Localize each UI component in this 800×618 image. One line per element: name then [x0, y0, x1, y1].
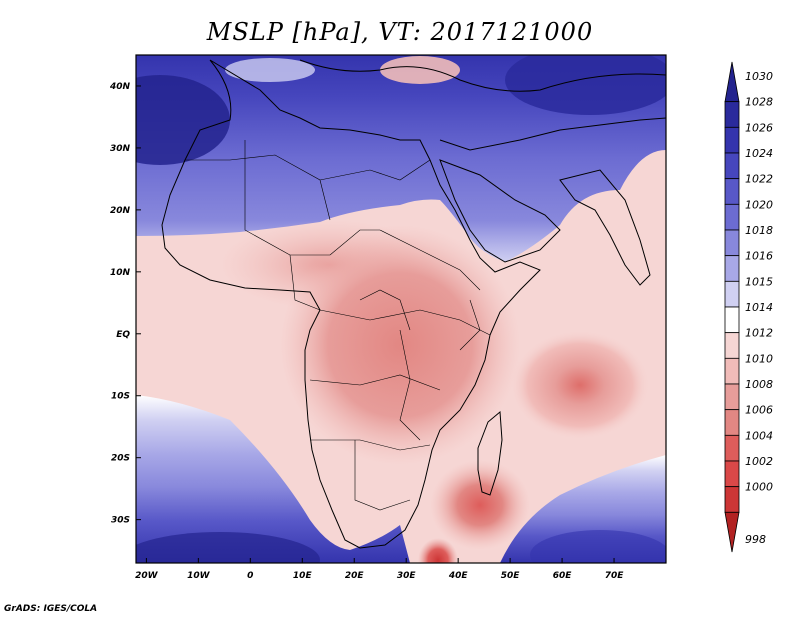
lat-tick-label: 10N: [110, 268, 131, 278]
colorbar-label: 1002: [745, 455, 773, 468]
colorbar-swatch: [724, 357, 740, 385]
colorbar-swatch: [724, 280, 740, 308]
lat-tick-label: 30N: [110, 144, 131, 154]
colorbar-swatch: [724, 332, 740, 359]
colorbar-swatch: [724, 409, 740, 436]
colorbar-swatch: [724, 486, 740, 513]
lon-tick-label: 10E: [293, 571, 313, 581]
credit-label: GrADS: IGES/COLA: [4, 604, 98, 614]
coastlines: [161, 59, 666, 549]
colorbar-label: 1028: [745, 96, 773, 109]
lon-tick-label: 60E: [553, 571, 573, 581]
colorbar-swatch: [724, 101, 740, 128]
colorbar-swatch: [724, 126, 740, 154]
colorbar-legend: 1030 1028 1026 1024 1022 1020 1018 1016 1015 1014…: [724, 61, 773, 553]
map-frame: [135, 54, 667, 564]
colorbar-label: 1000: [745, 481, 773, 494]
colorbar-swatch: [724, 434, 740, 462]
lon-tick-label: 20E: [345, 571, 365, 581]
latitude-axis: 40N 30N 20N 10N EQ 10S 20S 30S: [109, 82, 141, 526]
lon-tick-label: 30E: [397, 571, 417, 581]
colorbar-label: 1020: [745, 198, 773, 211]
colorbar-label: 1014: [745, 301, 773, 314]
colorbar-label: 1018: [745, 224, 773, 237]
colorbar-label: 1010: [745, 352, 773, 365]
colorbar-label: 1016: [745, 250, 773, 263]
lon-tick-label: 10W: [187, 571, 211, 581]
lat-tick-label: 20N: [110, 206, 131, 216]
lon-tick-label: 40E: [448, 571, 469, 581]
colorbar-swatch: [724, 152, 740, 180]
colorbar-swatch: [724, 255, 740, 282]
colorbar-label: 1006: [745, 404, 773, 417]
colorbar-label: 998: [745, 533, 766, 546]
lat-tick-label: 20S: [111, 454, 130, 464]
colorbar-swatch: [724, 306, 740, 334]
colorbar-swatch: [724, 61, 740, 103]
colorbar-swatch: [724, 460, 740, 488]
longitude-axis: 20W 10W 0 10E 20E 30E 40E 50E 60E 70E: [135, 558, 624, 581]
lat-tick-label: EQ: [116, 330, 130, 340]
colorbar-label: 1024: [745, 147, 773, 160]
lon-tick-label: 20W: [135, 571, 159, 581]
colorbar-label: 1015: [745, 275, 773, 288]
colorbar-label: 1022: [745, 173, 773, 186]
lon-tick-label: 50E: [501, 571, 521, 581]
country-borders: [185, 140, 491, 511]
colorbar-swatch: [724, 511, 740, 553]
colorbar-swatch: [724, 383, 740, 411]
colorbar-swatch: [724, 178, 740, 205]
lat-tick-label: 40N: [109, 82, 131, 92]
lon-tick-label: 0: [247, 571, 253, 581]
lat-tick-label: 30S: [111, 516, 130, 526]
lon-tick-label: 70E: [605, 571, 625, 581]
colorbar-label: 1004: [745, 429, 773, 442]
colorbar-label: 1008: [745, 378, 773, 391]
map-title: MSLP [hPa], VT: 2017121000: [206, 18, 594, 46]
colorbar-swatch: [724, 203, 740, 231]
colorbar-label: 1026: [745, 121, 773, 134]
colorbar-swatch: [724, 229, 740, 257]
colorbar-label: 1012: [745, 327, 773, 340]
colorbar-label: 1030: [745, 70, 773, 83]
lat-tick-label: 10S: [111, 392, 130, 402]
